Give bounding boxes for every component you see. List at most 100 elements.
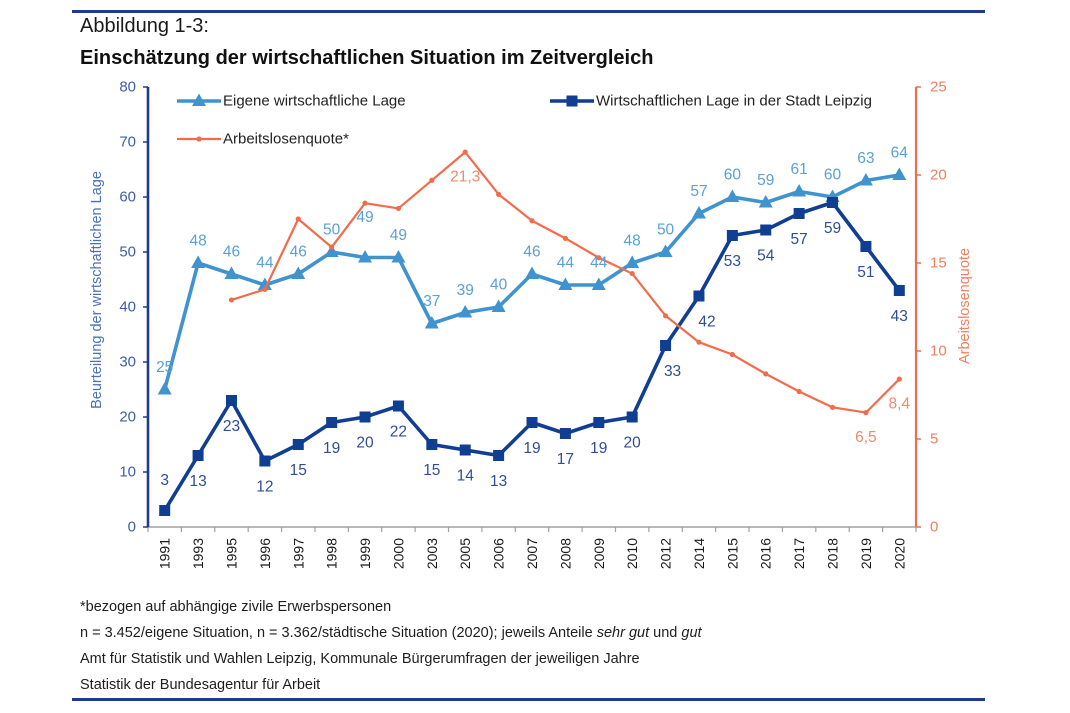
data-point-arbeitslosenquote bbox=[629, 270, 635, 277]
y-tick-label: 30 bbox=[119, 354, 136, 371]
data-point-stadt-leipzig bbox=[459, 444, 471, 456]
x-tick-label: 1997 bbox=[290, 538, 306, 569]
data-label-eigene: 40 bbox=[490, 277, 508, 294]
data-point-arbeitslosenquote bbox=[562, 235, 568, 241]
data-label-eigene: 44 bbox=[256, 255, 274, 272]
data-point-eigene bbox=[591, 277, 606, 290]
data-point-arbeitslosenquote bbox=[696, 339, 702, 345]
legend-label: Eigene wirtschaftliche Lage bbox=[223, 93, 406, 110]
x-tick-label: 2000 bbox=[390, 538, 406, 569]
y-tick-label: 80 bbox=[119, 79, 136, 96]
data-label-eigene: 50 bbox=[323, 222, 341, 239]
data-point-stadt-leipzig bbox=[827, 197, 839, 208]
data-point-stadt-leipzig bbox=[593, 417, 605, 428]
data-label-stadt-leipzig: 33 bbox=[664, 363, 681, 380]
x-tick-label: 2008 bbox=[557, 538, 573, 569]
data-label-stadt-leipzig: 17 bbox=[557, 451, 574, 468]
x-tick-label: 2016 bbox=[758, 538, 774, 569]
data-label-stadt-leipzig: 23 bbox=[223, 418, 240, 435]
data-point-stadt-leipzig bbox=[559, 428, 571, 439]
figure-label: Abbildung 1-3: bbox=[80, 15, 209, 37]
data-label-stadt-leipzig: 59 bbox=[824, 220, 841, 237]
y-tick-label: 50 bbox=[119, 244, 136, 261]
data-point-arbeitslosenquote bbox=[462, 149, 468, 155]
data-point-eigene bbox=[191, 255, 206, 268]
data-point-stadt-leipzig bbox=[259, 455, 271, 467]
data-point-arbeitslosenquote bbox=[295, 216, 301, 222]
legend-label: Arbeitslosenquote* bbox=[223, 131, 349, 148]
data-point-arbeitslosenquote bbox=[429, 177, 435, 183]
x-tick-label: 2005 bbox=[457, 538, 473, 569]
data-label-stadt-leipzig: 3 bbox=[160, 472, 169, 489]
y2-tick-label: 25 bbox=[930, 79, 947, 96]
x-tick-label: 2018 bbox=[825, 538, 841, 569]
data-point-arbeitslosenquote bbox=[863, 410, 869, 416]
data-label-stadt-leipzig: 22 bbox=[390, 424, 407, 441]
legend-item-eigene: Eigene wirtschaftliche Lage bbox=[177, 93, 406, 110]
data-point-eigene bbox=[858, 173, 873, 186]
data-label-stadt-leipzig: 54 bbox=[757, 248, 775, 265]
legend-swatch-marker bbox=[192, 93, 206, 106]
y2-tick-label: 20 bbox=[930, 167, 947, 184]
data-point-stadt-leipzig bbox=[326, 417, 338, 428]
data-point-stadt-leipzig bbox=[793, 208, 805, 219]
footnote-em-sehr-gut: sehr gut bbox=[596, 625, 650, 641]
data-point-arbeitslosenquote bbox=[262, 286, 268, 292]
y2-tick-label: 10 bbox=[930, 343, 947, 360]
x-tick-label: 2007 bbox=[524, 538, 540, 569]
x-tick-label: 2015 bbox=[724, 538, 740, 569]
data-label-stadt-leipzig: 57 bbox=[791, 231, 808, 248]
footnote-sample-text: n = 3.452/eigene Situation, n = 3.362/st… bbox=[80, 625, 597, 641]
data-point-arbeitslosenquote bbox=[662, 313, 669, 319]
data-point-eigene bbox=[525, 266, 539, 279]
data-labels: 25 48 46 44 46 50 49 49 37 39 40 46 44 44 48 50 57 60 59 61… bbox=[156, 145, 910, 496]
data-label-eigene: 57 bbox=[690, 183, 707, 200]
data-point-arbeitslosenquote bbox=[796, 388, 802, 395]
x-tick-label: 2006 bbox=[491, 538, 507, 569]
data-label-arbeitslosenquote: 8,4 bbox=[889, 396, 911, 413]
data-point-stadt-leipzig bbox=[392, 400, 404, 412]
legend-item-arbeitslosenquote: Arbeitslosenquote* bbox=[177, 131, 349, 148]
x-tick-label: 2010 bbox=[624, 538, 640, 569]
data-point-stadt-leipzig bbox=[426, 439, 438, 450]
legend-label: Wirtschaftlichen Lage in der Stadt Leipz… bbox=[596, 93, 872, 110]
data-label-stadt-leipzig: 15 bbox=[290, 462, 307, 479]
y-tick-label: 20 bbox=[119, 409, 136, 426]
y2-tick-label: 0 bbox=[930, 519, 938, 536]
data-point-stadt-leipzig bbox=[159, 505, 171, 516]
data-point-stadt-leipzig bbox=[359, 411, 371, 423]
data-label-arbeitslosenquote: 6,5 bbox=[855, 429, 877, 446]
data-label-stadt-leipzig: 19 bbox=[523, 440, 540, 457]
data-label-stadt-leipzig: 14 bbox=[457, 468, 475, 485]
data-label-eigene: 63 bbox=[857, 150, 874, 167]
data-point-eigene bbox=[157, 382, 172, 395]
data-point-stadt-leipzig bbox=[726, 230, 738, 241]
data-point-stadt-leipzig bbox=[493, 450, 505, 461]
data-label-eigene: 50 bbox=[657, 222, 675, 239]
data-point-eigene bbox=[391, 250, 406, 263]
data-label-stadt-leipzig: 51 bbox=[857, 264, 874, 281]
y2-tick-label: 5 bbox=[930, 431, 938, 448]
footnote-em-gut: gut bbox=[681, 625, 702, 641]
data-point-eigene bbox=[458, 305, 473, 318]
y-axis-right-title: Arbeitslosenquote bbox=[957, 248, 973, 364]
data-point-eigene bbox=[358, 250, 373, 263]
data-label-eigene: 60 bbox=[724, 167, 742, 184]
data-point-stadt-leipzig bbox=[192, 450, 204, 461]
data-point-stadt-leipzig bbox=[626, 411, 638, 423]
y-tick-label: 0 bbox=[128, 519, 136, 536]
data-label-stadt-leipzig: 19 bbox=[590, 440, 607, 457]
data-label-eigene: 60 bbox=[824, 167, 842, 184]
data-label-eigene: 46 bbox=[523, 244, 540, 261]
data-label-eigene: 48 bbox=[624, 233, 641, 250]
data-label-eigene: 64 bbox=[891, 145, 909, 162]
footnote-source-ba: Statistik der Bundesagentur für Arbeit bbox=[80, 677, 321, 693]
x-tick-label: 2012 bbox=[658, 538, 674, 569]
data-point-eigene bbox=[691, 206, 706, 219]
y-tick-label: 40 bbox=[119, 299, 136, 316]
x-tick-label: 1993 bbox=[190, 538, 206, 569]
data-point-arbeitslosenquote bbox=[362, 200, 368, 206]
footnote-und: und bbox=[649, 625, 682, 641]
data-label-stadt-leipzig: 13 bbox=[490, 473, 507, 490]
